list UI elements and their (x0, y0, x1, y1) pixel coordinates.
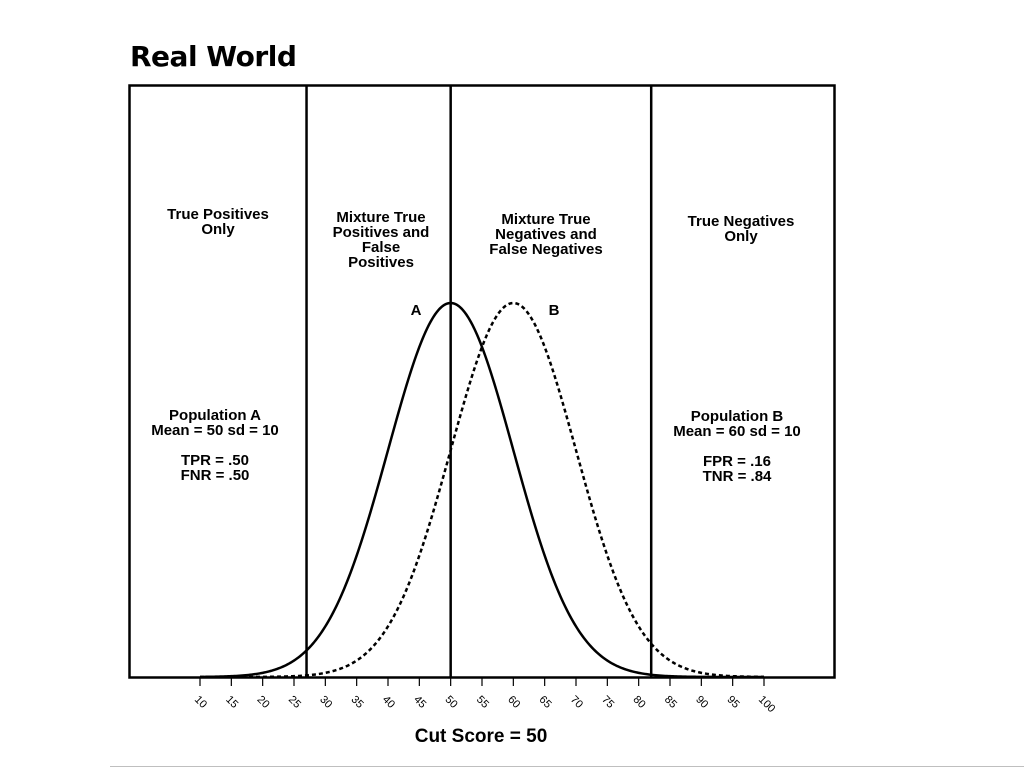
x-axis-title: Cut Score = 50 (415, 726, 548, 747)
x-tick-label: 75 (599, 694, 616, 711)
x-tick-label: 50 (443, 694, 460, 711)
x-tick-label: 80 (631, 694, 648, 711)
plot-frame (128, 84, 836, 679)
curve-b (200, 301, 765, 679)
x-tick-label: 45 (411, 694, 428, 711)
region-label: True Negatives Only (688, 213, 795, 245)
region-label: True Positives Only (167, 206, 269, 238)
footer-divider (110, 766, 1024, 767)
x-tick-label: 55 (474, 694, 491, 711)
x-tick-label: 10 (192, 694, 209, 711)
x-tick-label: 60 (505, 694, 522, 711)
x-tick-label: 70 (568, 694, 585, 711)
x-tick-label: 100 (756, 694, 777, 715)
x-tick-label: 40 (380, 694, 397, 711)
curve-label-b: B (549, 302, 560, 319)
x-tick-label: 30 (317, 694, 334, 711)
x-tick-label: 65 (537, 694, 554, 711)
x-tick-label: 35 (349, 694, 366, 711)
curve-label-a: A (411, 302, 422, 319)
x-tick-label: 95 (725, 694, 742, 711)
x-tick-label: 15 (223, 694, 240, 711)
x-tick-label: 85 (662, 694, 679, 711)
x-tick-label: 20 (255, 694, 272, 711)
region-label: Mixture True Negatives and False Negatives (489, 211, 602, 258)
curve-a (199, 301, 764, 679)
population-a-annotation: Population A Mean = 50 sd = 10 TPR = .50 FN… (151, 407, 279, 484)
population-b-annotation: Population B Mean = 60 sd = 10 FPR = .16 TN… (673, 408, 801, 485)
x-tick-label: 25 (286, 694, 303, 711)
region-label: Mixture True Positives and False Positives (333, 209, 430, 271)
slide-title: Real World (130, 40, 297, 73)
x-tick-label: 90 (693, 694, 710, 711)
